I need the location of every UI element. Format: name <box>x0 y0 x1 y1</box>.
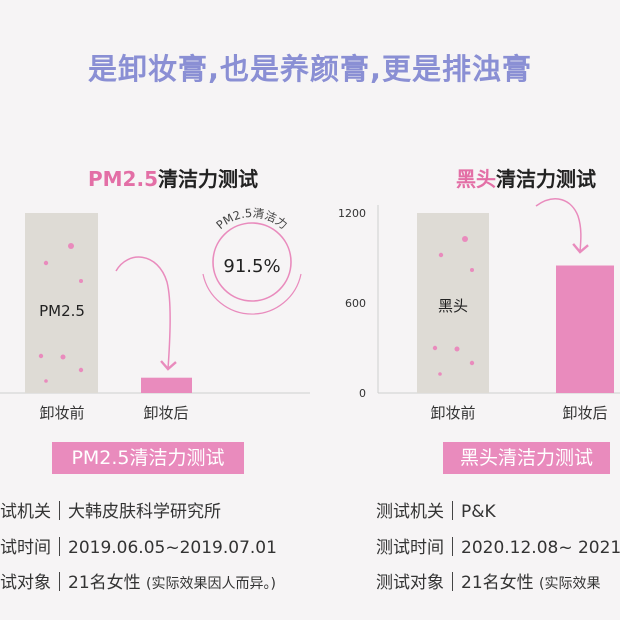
chart1-info-row-1: 测试时间 2019.06.05~2019.07.01 <box>0 533 277 558</box>
chart1-dots <box>38 243 84 383</box>
chart2-xlabel-0: 卸妆前 <box>430 404 475 422</box>
chart1-bar-before <box>25 213 98 393</box>
headline: 是卸妆膏,也是养颜膏,更是排浊膏 <box>87 52 533 86</box>
chart2-dots <box>432 236 475 376</box>
chart2-arrow <box>535 198 589 254</box>
chart2-bar-before <box>417 213 489 393</box>
chart2-bar-label: 黑头 <box>438 297 468 315</box>
chart1-info-row-2: 测试对象 21名女性 (实际效果因人而异。) <box>0 568 276 593</box>
info-separator <box>59 572 60 591</box>
chart1-title-highlight: PM2.5 <box>88 167 158 191</box>
info-note: (实际效果因人而异。) <box>146 576 276 592</box>
chart1-xlabel-0: 卸妆前 <box>39 404 84 422</box>
chart1-title-rest: 清洁力测试 <box>158 167 258 191</box>
chart2-pill: 黑头清洁力测试 <box>443 442 610 474</box>
info-value: 21名女性 <box>461 573 534 593</box>
info-key: 测试机关 <box>376 502 444 522</box>
chart1-pill: PM2.5清洁力测试 <box>52 442 244 474</box>
chart1-arrow <box>115 256 177 371</box>
chart2-title: 黑头清洁力测试 <box>456 163 596 192</box>
chart1-bar-label: PM2.5 <box>39 302 85 320</box>
chart1-title: PM2.5清洁力测试 <box>88 163 258 192</box>
info-key: 测试机关 <box>0 502 51 522</box>
info-value: 2020.12.08~ 2021 <box>461 538 620 558</box>
chart1-bar-after <box>141 377 192 393</box>
info-separator <box>452 501 453 520</box>
chart2-ytick-1: 600 <box>345 297 366 310</box>
info-value: 21名女性 <box>68 573 141 593</box>
info-value: P&K <box>461 502 496 522</box>
info-separator <box>452 537 453 556</box>
chart2-info-row-2: 测试对象 21名女性 (实际效果 <box>376 568 601 593</box>
info-value: 大韩皮肤科学研究所 <box>68 502 221 522</box>
chart2-bar-after <box>556 265 614 393</box>
chart2-title-rest: 清洁力测试 <box>496 167 596 191</box>
chart1-badge-arc-text: PM2.5清洁力 <box>213 206 290 232</box>
chart1-xlabel-1: 卸妆后 <box>143 404 188 422</box>
chart2-ytick-2: 1200 <box>338 207 366 220</box>
chart2-info-row-0: 测试机关 P&K <box>376 497 496 522</box>
chart1-badge-value: 91.5% <box>223 256 280 277</box>
info-key: 测试对象 <box>0 573 51 593</box>
info-key: 测试对象 <box>376 573 444 593</box>
info-key: 测试时间 <box>376 538 444 558</box>
info-value: 2019.06.05~2019.07.01 <box>68 538 277 558</box>
chart2-info-row-1: 测试时间 2020.12.08~ 2021 <box>376 533 620 558</box>
chart1-info-row-0: 测试机关大韩皮肤科学研究所 <box>0 497 221 522</box>
info-note: (实际效果 <box>539 576 601 592</box>
chart2-xlabel-1: 卸妆后 <box>562 404 607 422</box>
info-key: 测试时间 <box>0 538 51 558</box>
info-separator <box>59 501 60 520</box>
info-separator <box>452 572 453 591</box>
info-separator <box>59 537 60 556</box>
chart1-badge: PM2.5清洁力 91.5% <box>202 206 302 315</box>
chart2-ytick-0: 0 <box>359 387 366 400</box>
chart2-title-highlight: 黑头 <box>456 167 496 191</box>
